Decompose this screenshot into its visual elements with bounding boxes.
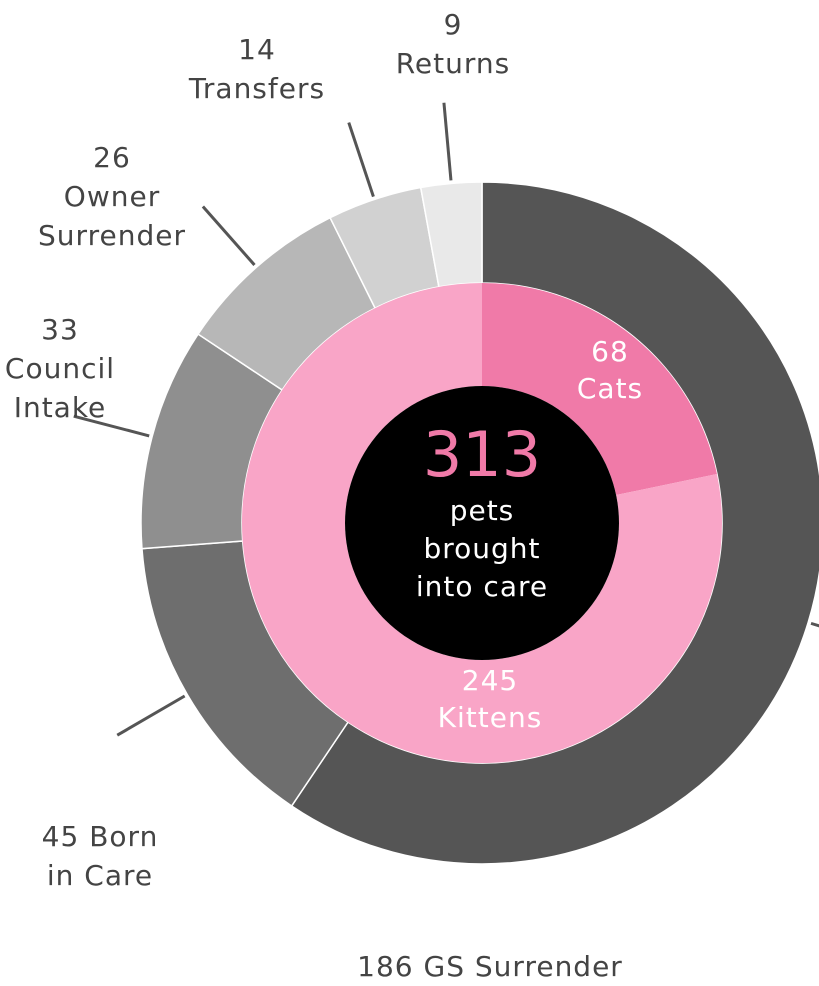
- center-label: 313 pets brought into care: [397, 418, 567, 606]
- leader-line: [201, 205, 256, 266]
- outer-label: 9 Returns: [373, 5, 533, 83]
- leader-line: [116, 694, 186, 737]
- label-name: GS Surrender: [423, 950, 623, 983]
- label-value: 45: [41, 820, 80, 853]
- label-name: Returns: [395, 47, 511, 80]
- leader-line: [442, 102, 453, 181]
- label-name: Cats: [576, 372, 644, 405]
- center-value: 313: [422, 418, 542, 491]
- label-value: 68: [591, 335, 629, 368]
- inner-slice: [482, 283, 717, 496]
- outer-label: 45 Born in Care: [25, 817, 175, 895]
- center-text: pets brought into care: [415, 494, 549, 603]
- label-name: Kittens: [437, 701, 543, 734]
- inner-slice: [242, 283, 723, 763]
- center-hole: [345, 386, 619, 660]
- label-value: 9: [443, 8, 463, 41]
- outer-label: 26 Owner Surrender: [17, 138, 207, 255]
- label-value: 14: [238, 33, 276, 66]
- outer-label: 33 Council Intake: [0, 310, 120, 427]
- outer-label: 186 GS Surrender: [320, 947, 660, 986]
- inner-label: 245 Kittens: [425, 662, 555, 736]
- label-value: 186: [357, 950, 414, 983]
- leader-line: [810, 621, 819, 628]
- label-value: 26: [93, 141, 131, 174]
- leader-line: [73, 414, 150, 438]
- outer-label: 14 Transfers: [167, 30, 347, 108]
- label-name: Owner Surrender: [38, 180, 186, 252]
- label-name: Born in Care: [46, 820, 159, 892]
- label-value: 33: [41, 313, 79, 346]
- leader-line: [347, 122, 375, 198]
- label-value: 245: [461, 664, 519, 697]
- label-name: Council Intake: [4, 352, 116, 424]
- inner-label: 68 Cats: [545, 333, 675, 407]
- label-name: Transfers: [188, 72, 326, 105]
